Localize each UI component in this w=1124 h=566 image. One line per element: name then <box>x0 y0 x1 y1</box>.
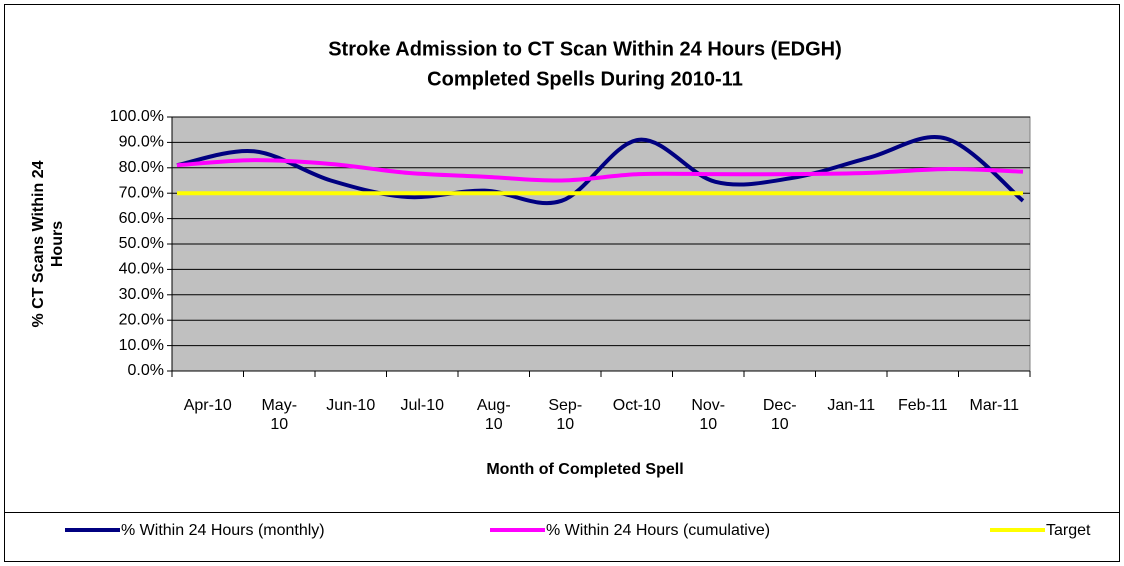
legend-label: % Within 24 Hours (monthly) <box>121 522 325 539</box>
x-tick-label: Apr-10 <box>183 397 232 414</box>
x-tick-label: Jan-11 <box>827 397 876 414</box>
x-tick-label: Oct-10 <box>612 397 661 414</box>
x-tick-label: May-10 <box>261 397 298 433</box>
y-tick-label: 90.0% <box>119 134 164 151</box>
chart-subtitle: Completed Spells During 2010-11 <box>427 68 743 90</box>
y-tick-label: 10.0% <box>119 337 164 354</box>
legend-box <box>4 512 1120 562</box>
x-tick-label: Dec-10 <box>762 397 797 433</box>
y-tick-label: 20.0% <box>119 311 164 328</box>
chart-title: Stroke Admission to CT Scan Within 24 Ho… <box>328 38 842 60</box>
x-tick-label: Aug-10 <box>476 397 511 433</box>
legend-label: Target <box>1046 522 1091 539</box>
y-tick-label: 100.0% <box>110 108 164 125</box>
x-tick-label: Mar-11 <box>969 397 1019 414</box>
y-tick-label: 80.0% <box>119 159 164 176</box>
legend-label: % Within 24 Hours (cumulative) <box>546 522 770 539</box>
x-tick-label: Sep-10 <box>548 397 583 433</box>
series-line <box>176 135 1025 206</box>
y-tick-label: 30.0% <box>119 286 164 303</box>
x-tick-label: Feb-11 <box>897 397 948 414</box>
y-tick-label: 0.0% <box>128 362 164 379</box>
x-tick-label: Nov-10 <box>691 397 726 433</box>
y-tick-label: 50.0% <box>119 235 164 252</box>
x-axis-label: Month of Completed Spell <box>486 461 683 478</box>
y-tick-label: 40.0% <box>119 261 164 278</box>
x-tick-label: Jul-10 <box>400 397 445 414</box>
x-tick-label: Jun-10 <box>326 397 376 414</box>
y-axis-label: % CT Scans Within 24 Hours <box>30 160 66 328</box>
series-line <box>176 158 1024 183</box>
y-tick-label: 70.0% <box>119 184 164 201</box>
y-tick-label: 60.0% <box>119 210 164 227</box>
